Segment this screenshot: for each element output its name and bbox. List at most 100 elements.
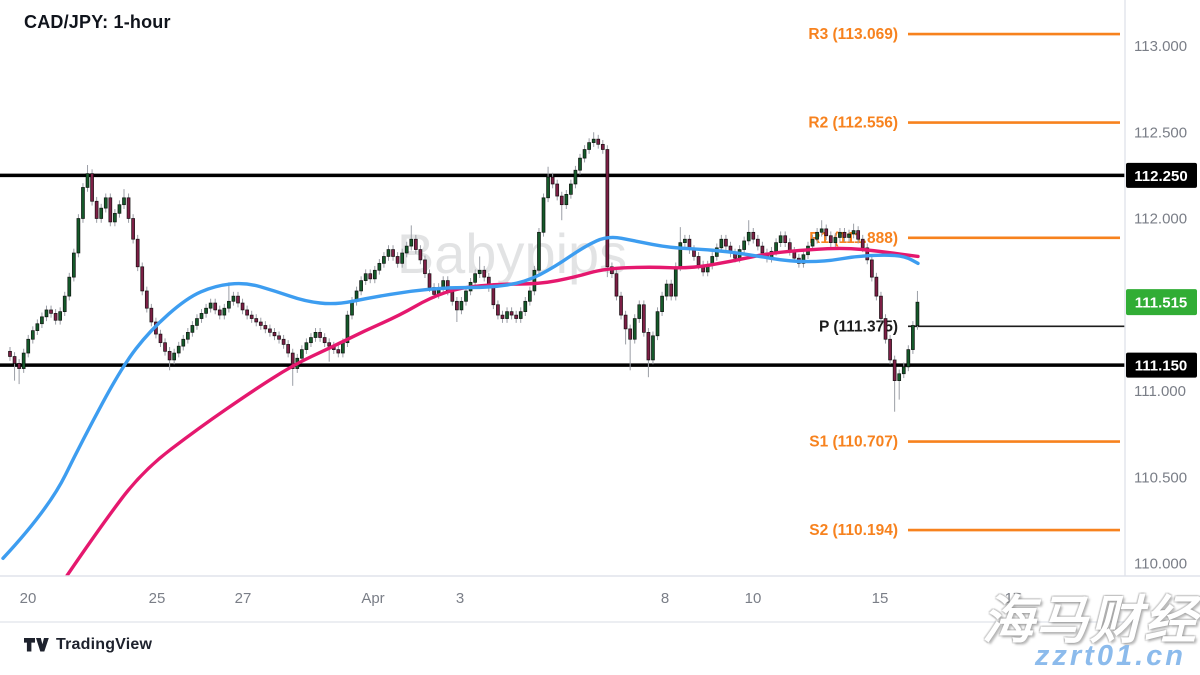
candle [368,273,373,280]
candle [35,323,40,331]
candle [272,332,277,337]
candle [85,173,90,188]
y-tick-label: 111.000 [1134,383,1186,400]
candle [8,350,12,357]
candle [559,195,564,206]
x-tick-label: Apr [361,590,384,607]
candle [473,273,477,283]
candle [140,266,145,292]
candle [418,249,423,261]
candle [897,373,902,382]
candle [359,280,363,292]
candle [888,338,892,361]
candle [67,276,72,297]
candle [277,335,281,340]
candle [860,238,865,249]
price-badge-black-label: 112.250 [1134,168,1187,185]
price-axis[interactable]: 113.000 112.500 112.000 111.000 110.500 110.0… [1124,0,1200,576]
candle [286,344,291,354]
candle [660,295,664,312]
candle [382,256,386,264]
candle [646,332,651,361]
y-tick-label: 110.500 [1134,469,1187,486]
y-tick-label: 113.000 [1134,38,1187,55]
candle [135,238,140,268]
candle [90,173,94,202]
candle [190,325,195,333]
price-badge-black [1126,162,1197,188]
candle [500,314,505,319]
candle [40,316,44,325]
pivot-label-R2: R2 (112.556) [808,115,898,132]
x-tick-label: 20 [20,590,37,607]
candle [299,349,304,359]
candle [372,269,377,280]
candle [117,204,122,214]
candle [455,300,459,311]
time-axis[interactable]: 20 25 27 Apr 3 8 10 15 17 [0,575,1200,675]
candle [313,332,318,338]
candle [345,314,350,344]
candle [231,295,236,302]
x-tick-label: 3 [456,590,464,607]
candle [176,345,181,354]
candle [614,273,619,297]
last-price-badge [1126,289,1197,316]
candle [181,338,186,347]
x-tick-label: 8 [661,590,669,607]
candle [49,309,53,314]
candle [596,138,601,145]
candle [477,269,482,275]
candle [774,242,778,252]
candle [600,143,605,150]
candle [669,283,674,297]
candle [400,252,405,264]
candle [318,332,322,338]
candle [509,311,514,316]
page-title: CAD/JPY: 1-hour [24,12,171,32]
x-tick-label: 10 [745,590,762,607]
candle [555,183,560,197]
candle [546,176,550,199]
candle [632,318,637,340]
candle [514,314,519,319]
candle [26,338,31,354]
candle [569,183,573,195]
site-watermark-url: zzrt01.cn [1034,640,1186,672]
candle [21,352,26,369]
candle [290,352,295,369]
candle [911,325,915,350]
candle [76,218,81,254]
candle [637,304,642,319]
candle [268,328,272,333]
candle [537,231,541,271]
candle [751,231,756,240]
candle [309,337,313,344]
candle [464,290,468,302]
candle [550,176,555,185]
candle [641,304,646,333]
candle [901,366,906,375]
candle [655,311,660,337]
candle [227,300,231,309]
candle [906,349,911,368]
candle [108,197,113,223]
tradingview-logo[interactable]: TradingView [24,636,152,654]
candle [58,311,63,321]
candle [17,363,21,369]
candle [185,332,190,340]
ma-slow-line [65,246,920,576]
candle [783,235,788,244]
tradingview-logo-text: TradingView [56,636,153,653]
candle [523,300,528,312]
candle [842,231,847,238]
candle [386,249,391,257]
candle [395,256,400,264]
candle [742,240,747,250]
candle [883,318,888,340]
candle [491,287,496,306]
candle [281,338,286,345]
candle [208,302,213,309]
candle [892,359,897,382]
